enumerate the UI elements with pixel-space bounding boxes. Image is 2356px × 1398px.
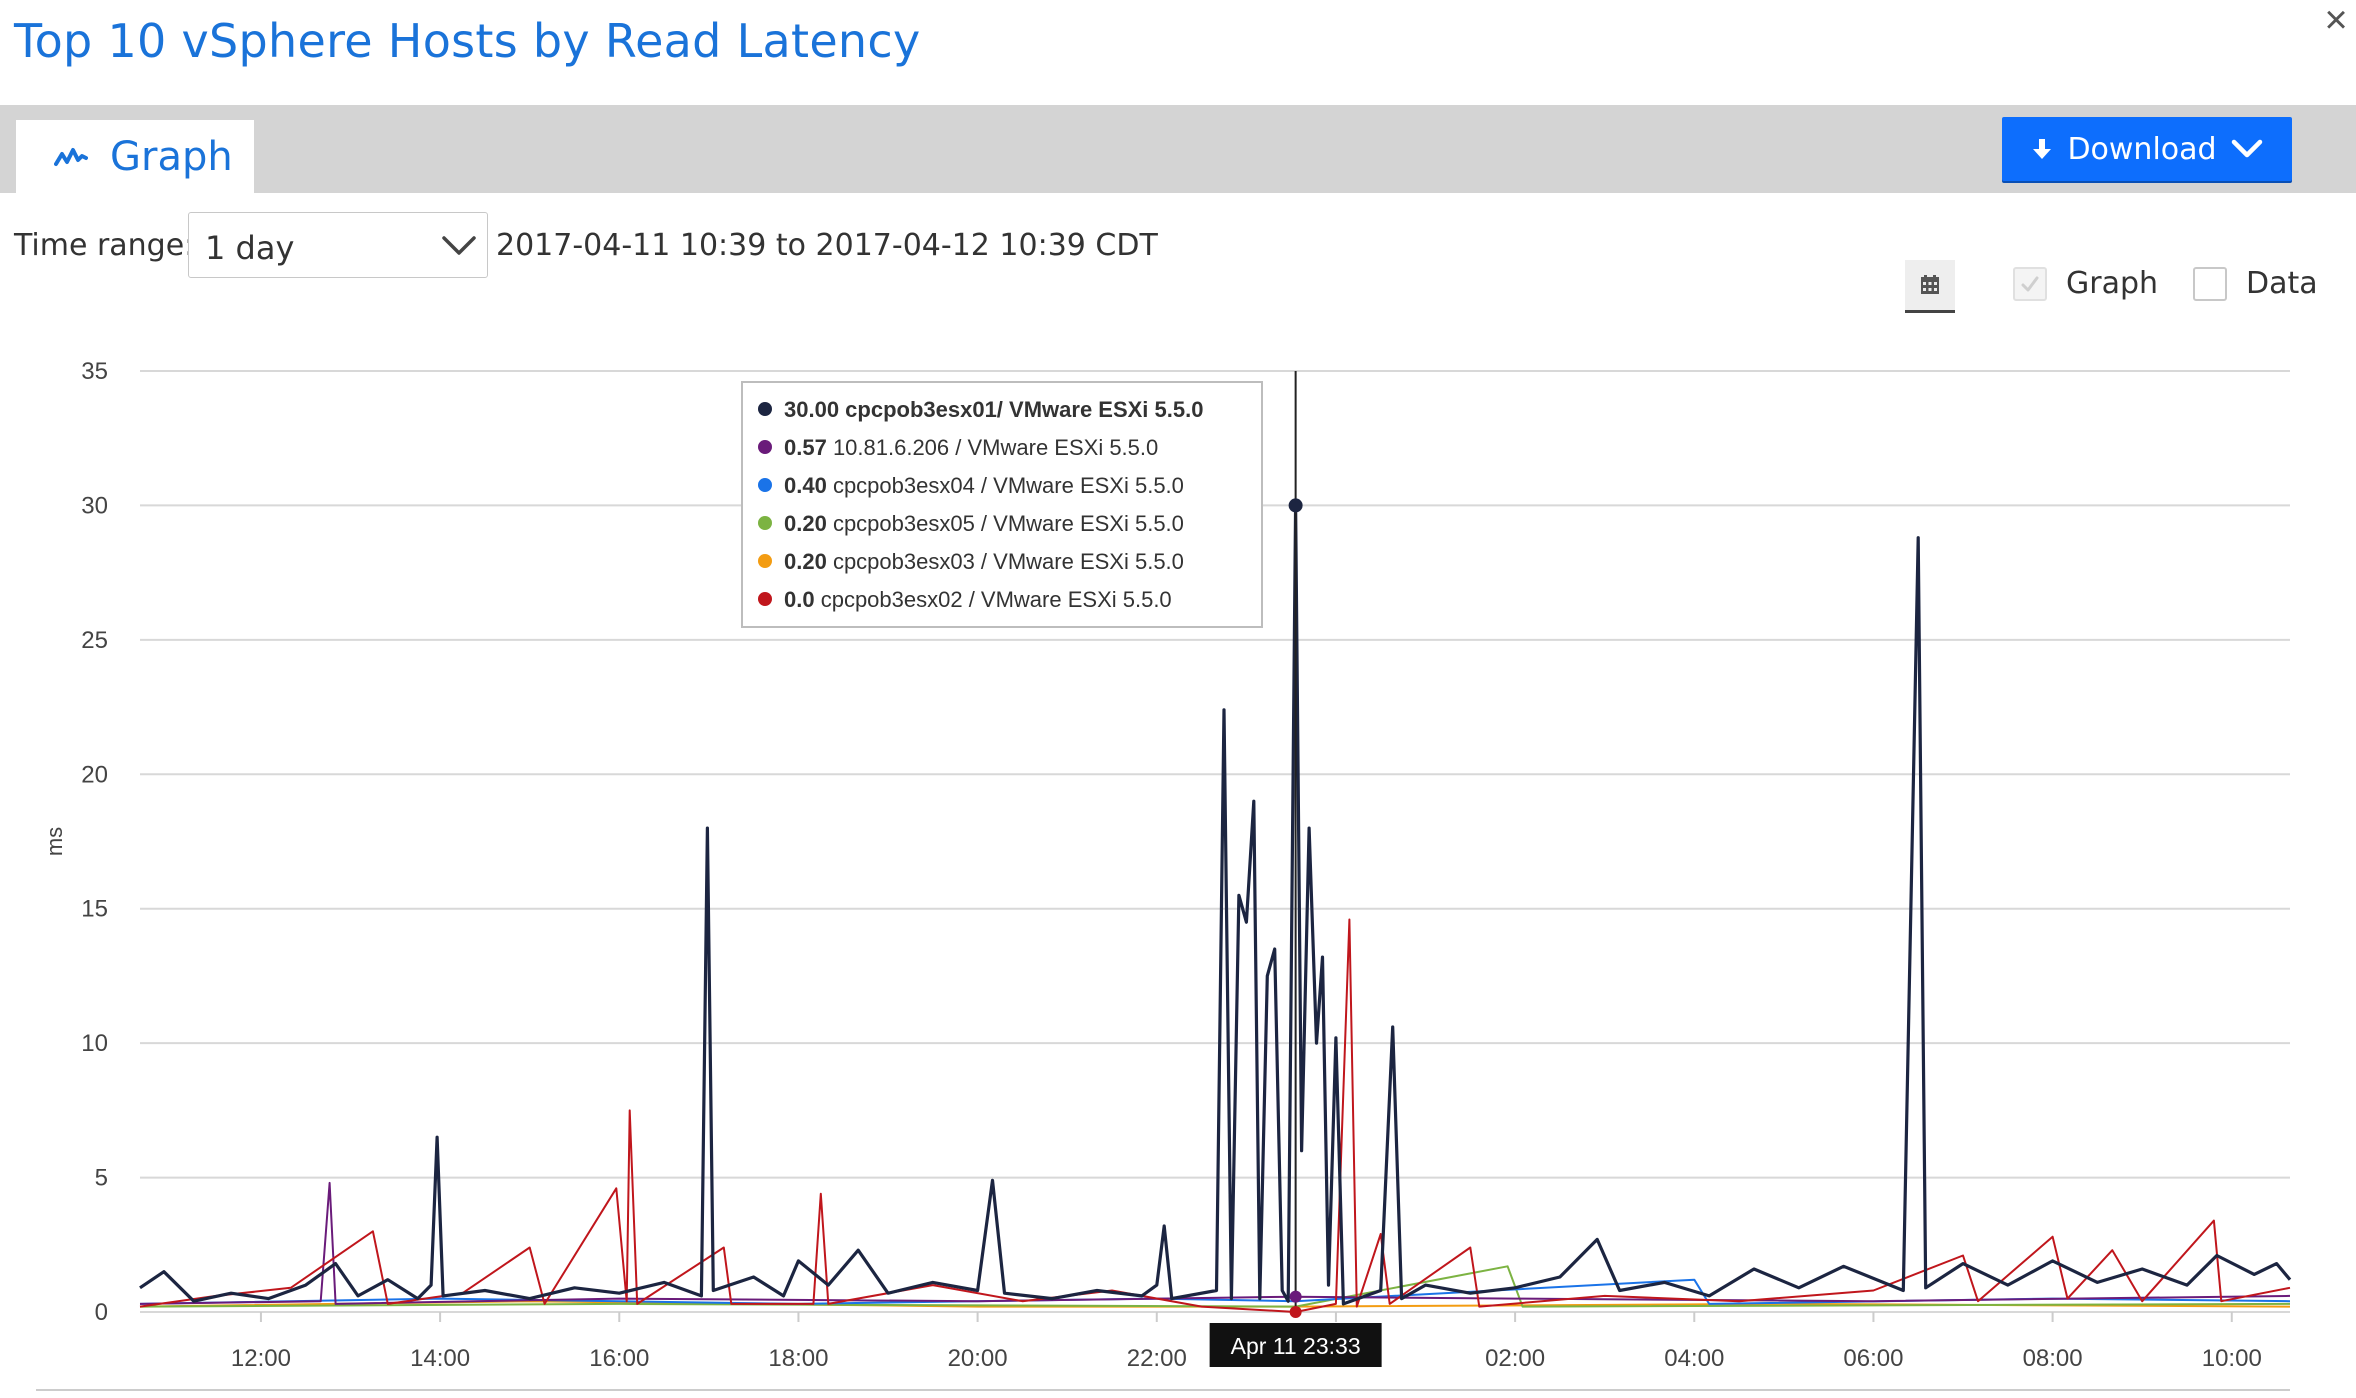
tooltip-dot bbox=[758, 516, 772, 530]
tab-graph-label: Graph bbox=[110, 133, 233, 180]
download-button[interactable]: Download bbox=[2002, 117, 2292, 181]
chevron-down-icon bbox=[2231, 139, 2262, 158]
dialog-title: Top 10 vSphere Hosts by Read Latency bbox=[14, 14, 921, 68]
y-tick-label: 30 bbox=[81, 492, 108, 519]
x-tick-label: 20:00 bbox=[948, 1345, 1008, 1372]
close-icon[interactable]: × bbox=[2324, 0, 2348, 42]
crosshair-label-box bbox=[1209, 1323, 1382, 1367]
tooltip-entry: 0.40 cpcpob3esx04 / VMware ESXi 5.5.0 bbox=[784, 473, 1184, 498]
tooltip-entry: 0.57 10.81.6.206 / VMware ESXi 5.5.0 bbox=[784, 435, 1158, 460]
tooltip-dot bbox=[758, 440, 772, 454]
x-tick-label: 02:00 bbox=[1485, 1345, 1545, 1372]
crosshair-point bbox=[1289, 1290, 1302, 1303]
y-tick-label: 5 bbox=[95, 1165, 108, 1192]
date-range-text: 2017-04-11 10:39 to 2017-04-12 10:39 CDT bbox=[496, 228, 1158, 263]
calendar-button[interactable] bbox=[1905, 260, 1955, 313]
x-tick-label: 18:00 bbox=[768, 1345, 828, 1372]
y-tick-label: 15 bbox=[81, 896, 108, 923]
tab-bar: Graph Download bbox=[0, 105, 2356, 193]
series-line bbox=[139, 503, 2292, 1306]
y-tick-label: 10 bbox=[81, 1030, 108, 1057]
x-tick-label: 12:00 bbox=[231, 1345, 291, 1372]
x-tick-label: 08:00 bbox=[2023, 1345, 2083, 1372]
series-line bbox=[139, 918, 2291, 1313]
x-tick-label: 06:00 bbox=[1843, 1345, 1903, 1372]
graph-icon bbox=[54, 147, 88, 166]
tooltip-entry: 30.00 cpcpob3esx01/ VMware ESXi 5.5.0 bbox=[784, 397, 1203, 422]
crosshair-label: Apr 11 23:33 bbox=[1231, 1333, 1361, 1359]
y-tick-label: 20 bbox=[81, 761, 108, 788]
time-range-select[interactable]: 1 day bbox=[188, 212, 488, 278]
tooltip-entry: 0.20 cpcpob3esx05 / VMware ESXi 5.5.0 bbox=[784, 511, 1184, 536]
graph-checkbox-label: Graph bbox=[2066, 266, 2159, 301]
data-checkbox-label: Data bbox=[2246, 266, 2318, 301]
time-range-value: 1 day bbox=[205, 229, 295, 267]
time-range-label: Time range: bbox=[14, 228, 195, 263]
download-arrow-icon bbox=[2033, 139, 2052, 159]
chevron-down-icon bbox=[442, 236, 476, 255]
download-label: Download bbox=[2067, 131, 2217, 167]
y-tick-label: 0 bbox=[95, 1299, 108, 1326]
tooltip-entry: 0.0 cpcpob3esx02 / VMware ESXi 5.5.0 bbox=[784, 587, 1172, 612]
tooltip-dot bbox=[758, 554, 772, 568]
calendar-icon bbox=[1921, 275, 1939, 294]
tooltip-dot bbox=[758, 592, 772, 606]
data-checkbox[interactable] bbox=[2193, 267, 2227, 301]
crosshair-point bbox=[1289, 1306, 1302, 1318]
y-axis-label: ms bbox=[42, 827, 67, 856]
checkmark-icon bbox=[2021, 276, 2039, 292]
tab-graph[interactable]: Graph bbox=[16, 120, 254, 193]
crosshair-point bbox=[1288, 498, 1303, 513]
tooltip-dot bbox=[758, 478, 772, 492]
y-tick-label: 25 bbox=[81, 627, 108, 654]
tooltip-entry: 0.20 cpcpob3esx03 / VMware ESXi 5.5.0 bbox=[784, 549, 1184, 574]
tooltip-dot bbox=[758, 402, 772, 416]
y-tick-label: 35 bbox=[81, 358, 108, 385]
x-tick-label: 04:00 bbox=[1664, 1345, 1724, 1372]
graph-checkbox[interactable] bbox=[2013, 267, 2047, 301]
x-tick-label: 16:00 bbox=[589, 1345, 649, 1372]
x-tick-label: 14:00 bbox=[410, 1345, 470, 1372]
x-tick-label: 22:00 bbox=[1127, 1345, 1187, 1372]
x-tick-label: 10:00 bbox=[2202, 1345, 2262, 1372]
tooltip-box bbox=[741, 381, 1263, 628]
